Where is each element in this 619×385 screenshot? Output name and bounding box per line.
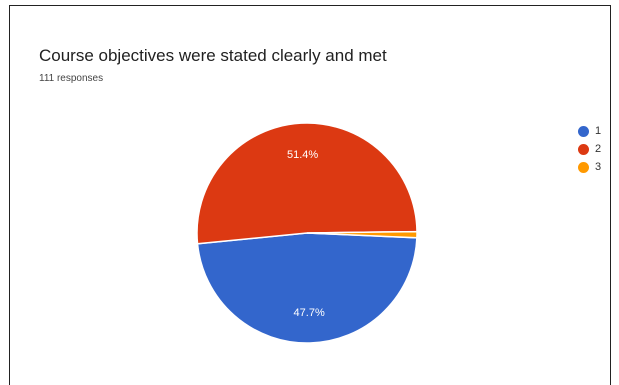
legend-swatch-icon	[578, 143, 589, 155]
pie-slice-1	[196, 232, 418, 344]
legend-item-3: 3	[578, 159, 601, 175]
slice-label-1: 47.7%	[294, 307, 325, 319]
slice-label-2: 51.4%	[287, 149, 318, 161]
pie-slice-2	[196, 122, 418, 245]
legend-swatch-icon	[578, 125, 589, 137]
legend-label: 2	[595, 143, 602, 155]
chart-title: Course objectives were stated clearly an…	[39, 46, 387, 65]
legend-item-1: 1	[578, 123, 601, 139]
legend-item-2: 2	[578, 141, 601, 157]
chart-legend: 1 2 3	[578, 123, 601, 177]
legend-label: 3	[595, 161, 602, 173]
response-count: 111 responses	[39, 73, 104, 84]
legend-swatch-icon	[578, 161, 589, 173]
pie-slice-3	[306, 230, 418, 239]
legend-label: 1	[595, 125, 602, 137]
